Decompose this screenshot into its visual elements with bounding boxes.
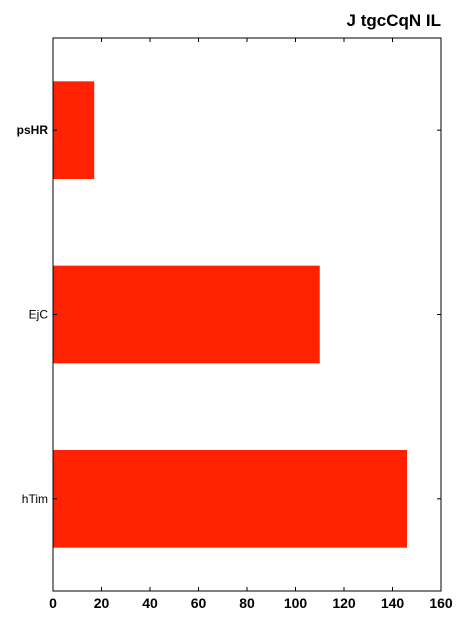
category-label: EjC xyxy=(29,308,49,322)
x-tick-label: 140 xyxy=(381,595,405,611)
x-tick-label: 60 xyxy=(191,595,207,611)
chart-title: J tgcCqN IL xyxy=(347,11,441,30)
x-tick-label: 80 xyxy=(239,595,255,611)
category-label: hTim xyxy=(22,492,48,506)
x-tick-labels: 0 20 40 60 80 100 120 140 160 xyxy=(49,595,453,611)
x-tick-label: 0 xyxy=(49,595,57,611)
bars-group xyxy=(53,81,408,548)
bar-EjC xyxy=(53,265,320,364)
x-tick-label: 120 xyxy=(332,595,356,611)
x-tick-label: 160 xyxy=(429,595,453,611)
x-tick-label: 40 xyxy=(142,595,158,611)
x-tick-label: 100 xyxy=(284,595,308,611)
plot-area-frame xyxy=(52,37,442,592)
bar-psHR xyxy=(53,81,95,180)
x-tick-label: 20 xyxy=(94,595,110,611)
category-label: psHR xyxy=(17,123,49,137)
bar-hTim xyxy=(53,449,408,548)
y-category-labels: psHR EjC hTim xyxy=(17,123,49,506)
